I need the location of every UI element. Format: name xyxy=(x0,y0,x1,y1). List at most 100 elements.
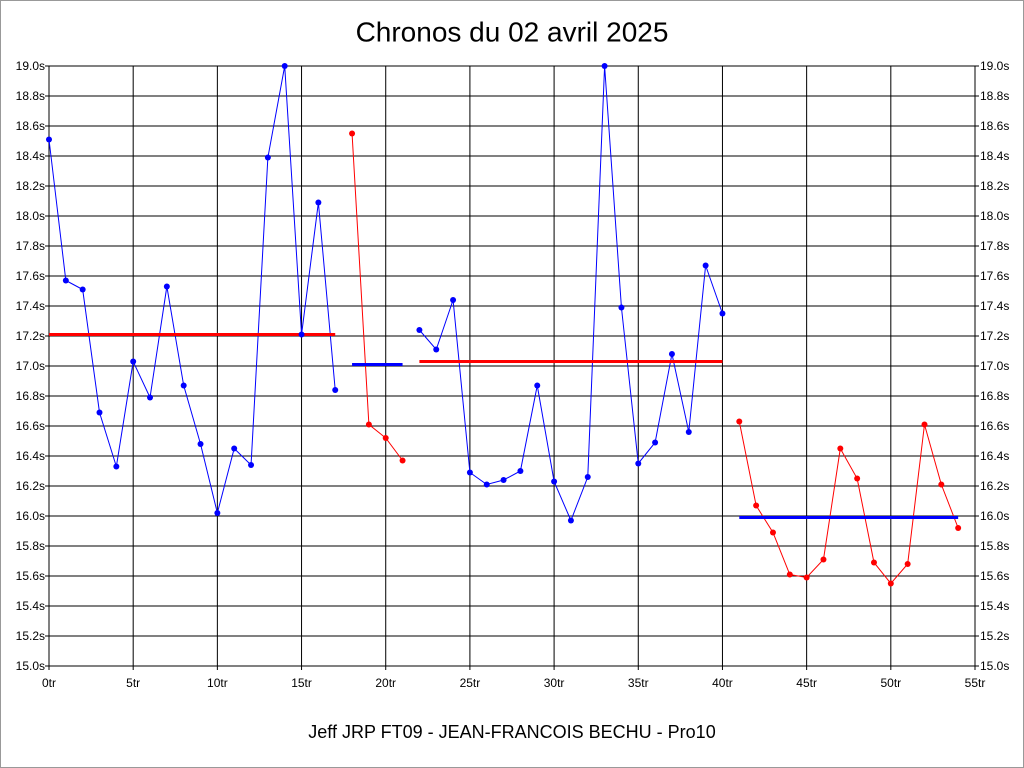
x-tick-label: 15tr xyxy=(291,676,312,690)
data-point xyxy=(214,510,221,516)
x-tick-label: 55tr xyxy=(965,676,986,690)
x-tick-label: 50tr xyxy=(880,676,901,690)
y2-tick-label: 16.4s xyxy=(980,449,1009,463)
data-point xyxy=(517,468,524,474)
y2-tick-label: 17.8s xyxy=(980,239,1009,253)
x-tick-label: 40tr xyxy=(712,676,733,690)
data-point xyxy=(668,351,675,357)
data-point xyxy=(433,346,440,353)
data-point xyxy=(534,382,541,389)
data-point xyxy=(399,457,406,464)
data-point xyxy=(786,571,793,578)
data-point xyxy=(887,580,894,587)
data-point xyxy=(231,445,238,452)
x-tick-label: 0tr xyxy=(42,676,56,690)
y-tick-label: 18.2s xyxy=(16,179,45,193)
data-point xyxy=(96,409,103,416)
y2-tick-label: 17.4s xyxy=(980,299,1009,313)
data-point xyxy=(769,529,776,536)
data-point xyxy=(685,429,692,435)
data-point xyxy=(79,286,86,293)
y-tick-label: 18.8s xyxy=(16,89,45,103)
data-point xyxy=(466,469,473,476)
y-tick-label: 19.0s xyxy=(16,59,45,73)
data-point xyxy=(332,387,339,393)
y-tick-label: 15.2s xyxy=(16,629,45,643)
data-point xyxy=(803,574,810,581)
data-point xyxy=(281,63,288,69)
x-tick-label: 5tr xyxy=(126,676,140,690)
data-point xyxy=(264,154,271,161)
data-point xyxy=(870,559,877,566)
series-line xyxy=(48,65,336,514)
y-tick-label: 15.0s xyxy=(16,659,45,673)
data-point xyxy=(113,463,120,470)
data-point xyxy=(736,418,743,425)
data-point xyxy=(248,462,255,468)
data-point xyxy=(584,474,591,480)
y2-tick-label: 19.0s xyxy=(980,59,1009,73)
data-point xyxy=(955,525,962,531)
data-point xyxy=(635,460,642,467)
x-tick-label: 10tr xyxy=(207,676,228,690)
data-point xyxy=(147,394,154,401)
y-tick-label: 16.4s xyxy=(16,449,45,463)
y2-tick-label: 15.4s xyxy=(980,599,1009,613)
y2-tick-label: 18.8s xyxy=(980,89,1009,103)
data-point xyxy=(904,561,911,567)
data-point xyxy=(130,358,137,365)
data-point xyxy=(618,304,625,311)
series-line xyxy=(351,133,403,461)
data-point xyxy=(938,481,945,488)
data-point xyxy=(854,475,861,482)
x-tick-label: 45tr xyxy=(796,676,817,690)
data-point xyxy=(298,331,305,338)
x-tick-label: 35tr xyxy=(628,676,649,690)
y-tick-label: 16.2s xyxy=(16,479,45,493)
data-point xyxy=(365,421,372,428)
y2-tick-label: 15.6s xyxy=(980,569,1009,583)
y2-tick-label: 18.6s xyxy=(980,119,1009,133)
data-point xyxy=(450,297,457,303)
y-tick-label: 17.6s xyxy=(16,269,45,283)
y2-tick-label: 16.6s xyxy=(980,419,1009,433)
y2-tick-label: 15.2s xyxy=(980,629,1009,643)
data-point xyxy=(46,136,52,143)
series-line xyxy=(738,421,959,585)
y-tick-label: 18.6s xyxy=(16,119,45,133)
data-point xyxy=(753,502,760,509)
y2-tick-label: 15.8s xyxy=(980,539,1009,553)
data-point xyxy=(349,130,356,137)
data-point xyxy=(416,327,423,333)
y2-tick-label: 17.2s xyxy=(980,329,1009,343)
y-tick-label: 17.2s xyxy=(16,329,45,343)
y-tick-label: 18.4s xyxy=(16,149,45,163)
y2-tick-label: 15.0s xyxy=(980,659,1009,673)
data-point xyxy=(719,310,726,317)
y-tick-label: 15.8s xyxy=(16,539,45,553)
y2-tick-label: 16.2s xyxy=(980,479,1009,493)
data-point xyxy=(382,435,389,441)
y2-tick-label: 18.2s xyxy=(980,179,1009,193)
y-tick-label: 17.8s xyxy=(16,239,45,253)
data-point xyxy=(601,63,608,69)
y2-tick-label: 16.0s xyxy=(980,509,1009,523)
y2-tick-label: 18.4s xyxy=(980,149,1009,163)
y-tick-label: 16.0s xyxy=(16,509,45,523)
y-tick-label: 15.6s xyxy=(16,569,45,583)
y-tick-label: 15.4s xyxy=(16,599,45,613)
data-point xyxy=(567,517,574,524)
data-point xyxy=(500,477,507,483)
y-tick-label: 17.4s xyxy=(16,299,45,313)
data-point xyxy=(62,277,69,284)
data-point xyxy=(921,421,928,428)
plot-border xyxy=(48,65,976,667)
data-point xyxy=(551,478,558,485)
x-tick-label: 25tr xyxy=(460,676,481,690)
data-point xyxy=(163,283,170,290)
y2-tick-label: 18.0s xyxy=(980,209,1009,223)
y2-tick-label: 16.8s xyxy=(980,389,1009,403)
data-point xyxy=(180,382,187,389)
